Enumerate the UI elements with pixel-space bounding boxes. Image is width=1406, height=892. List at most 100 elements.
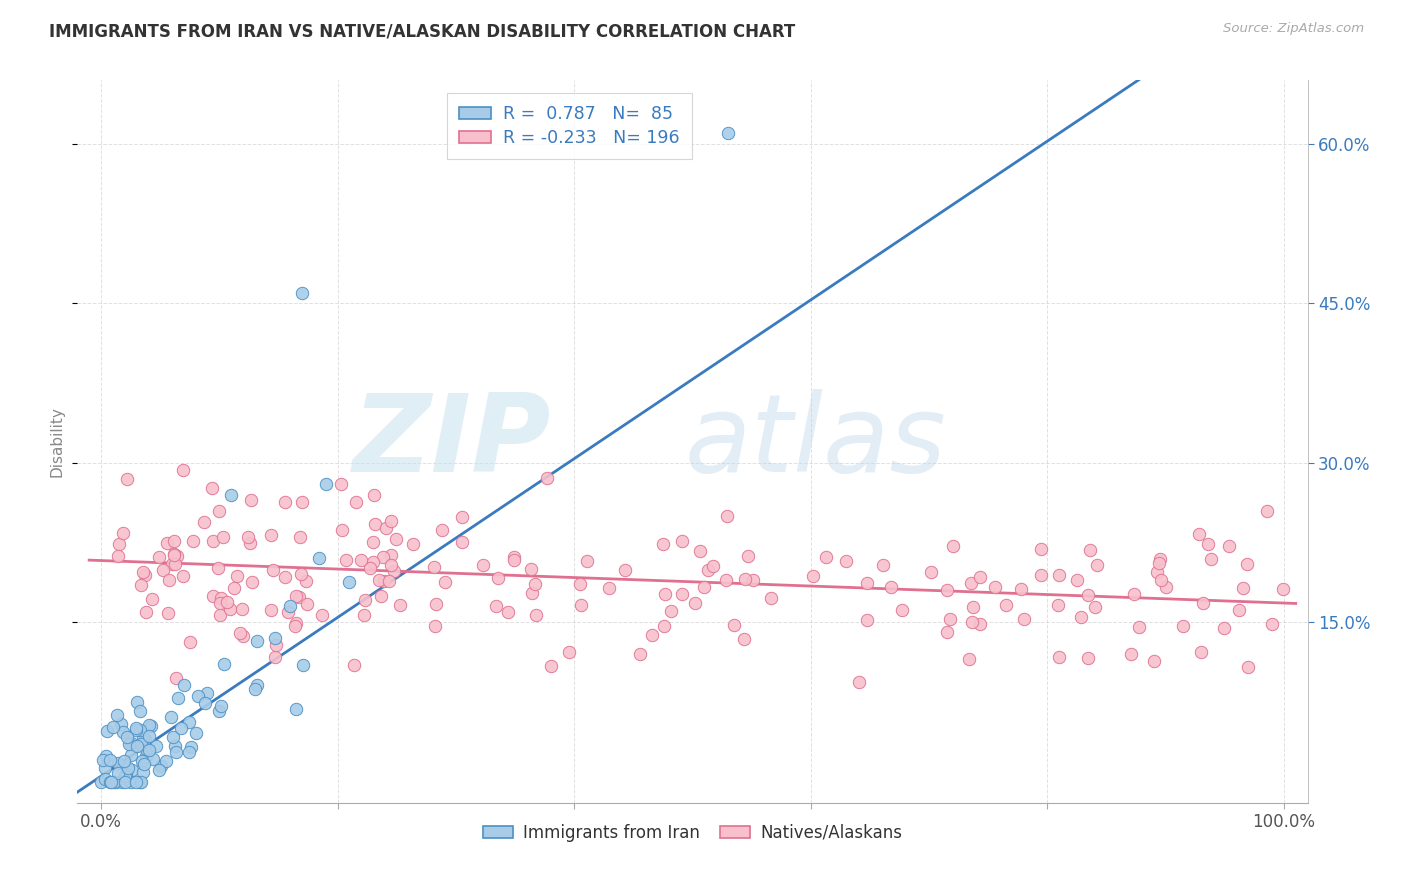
Point [262, 563, 284, 577]
Point [1256, 504, 1278, 518]
Point [107, 549, 129, 564]
Point [815, 550, 838, 565]
Point [128, 704, 150, 718]
Point [891, 603, 914, 617]
Point [246, 633, 269, 648]
Point [127, 739, 149, 753]
Point [156, 536, 179, 550]
Point [285, 702, 308, 716]
Point [628, 647, 651, 661]
Point [1197, 536, 1219, 550]
Point [659, 604, 682, 618]
Point [135, 605, 157, 619]
Point [1147, 556, 1170, 570]
Point [432, 523, 454, 537]
Point [329, 477, 352, 491]
Legend: Immigrants from Iran, Natives/Alaskans: Immigrants from Iran, Natives/Alaskans [477, 817, 908, 848]
Point [201, 481, 224, 495]
Point [337, 574, 360, 589]
Point [121, 763, 143, 777]
Point [231, 602, 253, 616]
Point [962, 599, 984, 614]
Point [1031, 568, 1053, 582]
Point [101, 720, 124, 734]
Point [295, 574, 318, 589]
Point [90, 774, 112, 789]
Point [291, 285, 314, 300]
Point [118, 738, 141, 752]
Point [129, 737, 152, 751]
Point [1272, 582, 1295, 596]
Point [1031, 541, 1053, 556]
Point [94, 749, 117, 764]
Point [654, 587, 676, 601]
Point [145, 739, 167, 753]
Point [936, 625, 959, 640]
Point [104, 774, 127, 789]
Point [613, 563, 636, 577]
Point [141, 719, 163, 733]
Point [380, 514, 402, 528]
Point [1150, 573, 1173, 587]
Point [285, 616, 308, 631]
Point [378, 574, 401, 588]
Point [131, 754, 153, 768]
Point [173, 678, 195, 692]
Point [292, 658, 315, 673]
Point [93, 772, 115, 786]
Point [568, 577, 591, 591]
Point [723, 617, 745, 632]
Point [195, 686, 218, 700]
Text: Source: ZipAtlas.com: Source: ZipAtlas.com [1223, 22, 1364, 36]
Point [519, 561, 541, 575]
Point [671, 587, 693, 601]
Point [385, 532, 408, 546]
Point [402, 537, 425, 551]
Point [984, 580, 1007, 594]
Point [100, 774, 122, 789]
Point [354, 593, 377, 607]
Point [315, 477, 337, 491]
Point [163, 557, 186, 571]
Point [1189, 645, 1212, 659]
Point [208, 504, 231, 518]
Point [131, 764, 153, 779]
Point [717, 127, 740, 141]
Point [856, 576, 879, 591]
Point [125, 695, 148, 709]
Point [373, 574, 395, 588]
Point [114, 769, 136, 783]
Point [1236, 557, 1258, 571]
Point [290, 567, 312, 582]
Point [969, 570, 991, 584]
Point [1122, 587, 1144, 601]
Point [134, 756, 156, 771]
Point [693, 580, 716, 594]
Point [598, 581, 620, 595]
Point [132, 731, 155, 745]
Point [716, 509, 738, 524]
Point [388, 599, 411, 613]
Point [103, 774, 125, 789]
Point [211, 530, 233, 544]
Point [134, 568, 156, 582]
Point [1066, 573, 1088, 587]
Point [451, 510, 474, 524]
Point [112, 724, 135, 739]
Point [942, 539, 965, 553]
Point [226, 568, 249, 582]
Point [239, 535, 262, 549]
Point [125, 774, 148, 789]
Point [209, 591, 232, 606]
Y-axis label: Disability: Disability [49, 406, 65, 477]
Point [569, 599, 592, 613]
Point [361, 534, 384, 549]
Point [288, 590, 311, 604]
Point [107, 766, 129, 780]
Point [1077, 588, 1099, 602]
Point [1010, 582, 1032, 597]
Point [1192, 596, 1215, 610]
Point [120, 774, 142, 789]
Point [285, 589, 308, 603]
Point [1188, 527, 1211, 541]
